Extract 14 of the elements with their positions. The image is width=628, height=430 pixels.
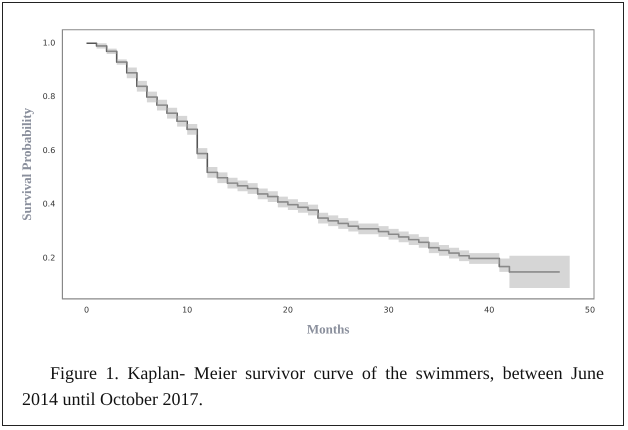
y-tick-label: 0.8 (42, 92, 56, 102)
x-tick-label: 30 (383, 306, 394, 315)
y-tick-label: 0.2 (42, 254, 56, 263)
y-axis-title: Survival Probability (19, 107, 34, 221)
y-tick-label: 0.4 (42, 200, 56, 209)
x-tick-label: 40 (484, 306, 494, 315)
caption: Figure 1. Kaplan- Meier survivor curve of the swimmers, between June 2014 until October 2017. (22, 362, 604, 411)
y-tick-label: 1.0 (42, 38, 56, 48)
x-tick-label: 50 (584, 306, 596, 315)
x-tick-label: 10 (182, 306, 192, 315)
x-axis-title: Months (306, 322, 350, 337)
x-tick-label: 20 (282, 306, 293, 315)
y-tick-label: 0.6 (42, 146, 56, 155)
x-tick-label: 0 (84, 306, 90, 315)
